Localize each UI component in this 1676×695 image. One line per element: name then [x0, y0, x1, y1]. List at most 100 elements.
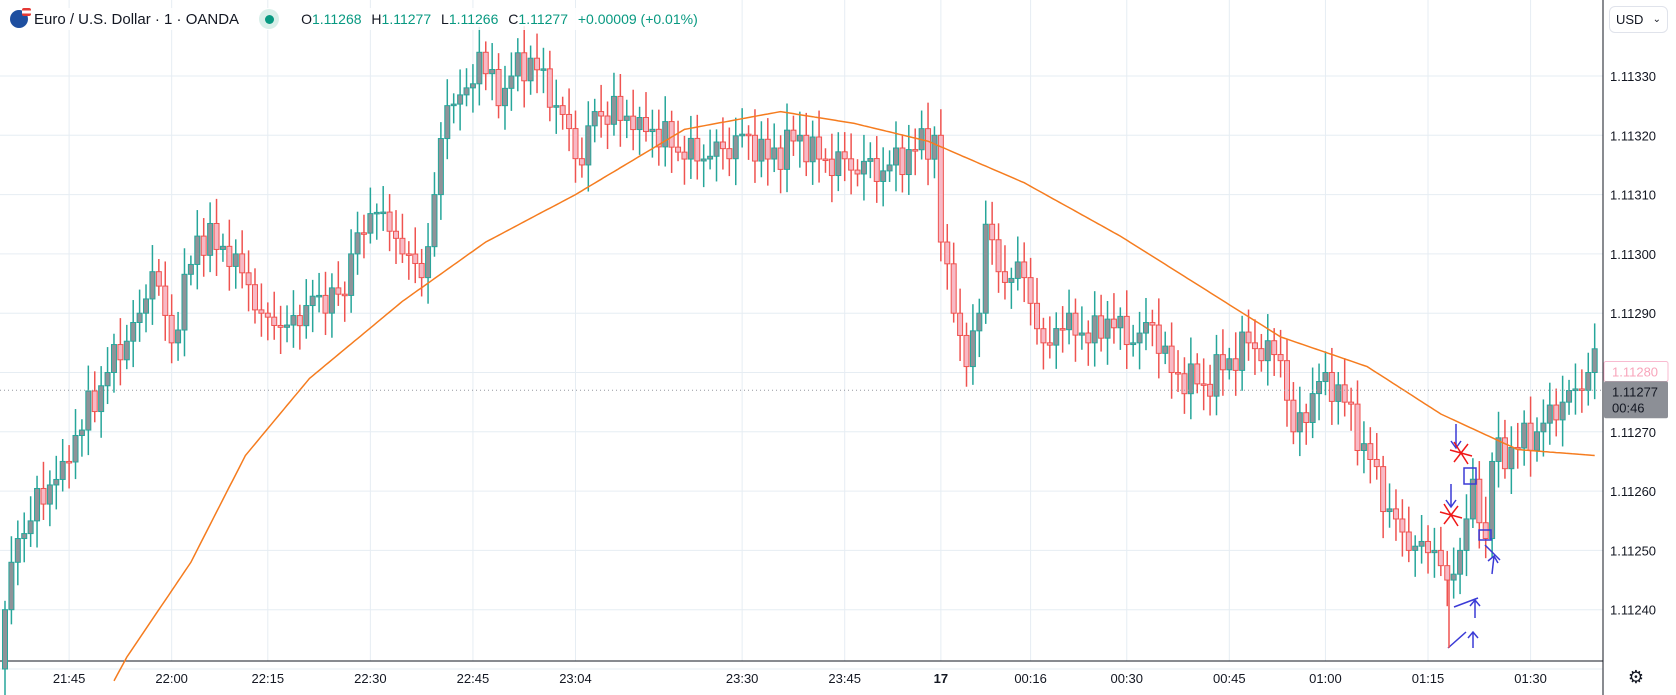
time-tick-label: 22:15	[252, 671, 285, 686]
bear-candle	[117, 344, 124, 361]
bull-candle	[53, 478, 60, 486]
bull-candle	[181, 273, 188, 331]
time-tick-label: 23:30	[726, 671, 759, 686]
bull-candle	[149, 271, 156, 300]
bull-candle	[175, 329, 182, 344]
bull-candle	[636, 117, 643, 131]
bear-candle	[957, 312, 964, 336]
bull-candle	[892, 147, 899, 166]
arrow-up-icon	[1453, 597, 1481, 618]
bear-candle	[566, 113, 573, 130]
asterisk-marker-icon	[1449, 441, 1473, 465]
bull-candle	[1585, 372, 1592, 391]
bull-candle	[1469, 478, 1476, 520]
last-price-box	[1604, 381, 1668, 419]
price-tick-label: 1.11250	[1610, 543, 1656, 558]
bull-candle	[784, 129, 791, 170]
bear-candle	[1578, 388, 1585, 391]
bull-candle	[1136, 332, 1143, 344]
symbol-title[interactable]: Euro / U.S. Dollar · 1 · OANDA	[34, 10, 240, 28]
bull-candle	[489, 68, 496, 75]
gear-icon[interactable]: ⚙	[1627, 667, 1645, 687]
time-tick-label: 01:30	[1514, 671, 1547, 686]
bear-candle	[1034, 302, 1041, 330]
price-tick-label: 1.11240	[1610, 603, 1656, 618]
bear-candle	[277, 324, 284, 328]
bear-candle	[1149, 322, 1156, 326]
bear-candle	[386, 211, 393, 232]
bear-candle	[213, 222, 220, 250]
bear-candle	[200, 235, 207, 256]
bull-candle	[1142, 322, 1149, 334]
bull-candle	[1591, 348, 1598, 373]
bull-candle	[527, 57, 534, 82]
time-tick-label: 22:30	[354, 671, 387, 686]
time-tick-label: 01:15	[1412, 671, 1445, 686]
bull-candle	[284, 324, 291, 328]
bull-candle	[835, 151, 842, 177]
bear-candle	[495, 68, 502, 107]
last-price-label: 1.11277	[1612, 384, 1658, 399]
bull-candle	[982, 223, 989, 314]
bear-candle	[534, 57, 541, 71]
bear-candle	[828, 158, 835, 177]
bull-candle	[437, 138, 444, 196]
bear-candle	[168, 314, 175, 344]
bear-candle	[1271, 340, 1278, 356]
bear-candle	[790, 129, 797, 142]
high-marker-label: 1.11280	[1612, 365, 1658, 380]
bull-candle	[1463, 518, 1470, 551]
bull-candle	[2, 609, 8, 670]
currency-value: USD	[1616, 12, 1644, 27]
bull-candle	[1572, 388, 1579, 392]
close-label: C	[508, 11, 519, 27]
bull-candle	[72, 435, 79, 463]
bull-candle	[303, 305, 310, 327]
bull-candle	[98, 385, 105, 413]
bear-candle	[226, 245, 233, 267]
bear-candle	[1284, 360, 1290, 401]
bull-candle	[739, 133, 746, 137]
bull-candle	[309, 295, 316, 307]
bull-candle	[354, 232, 361, 255]
change-value: +0.00009 (+0.01%)	[577, 11, 698, 27]
bull-candle	[591, 111, 598, 127]
bull-candle	[1213, 354, 1220, 397]
bear-candle	[681, 151, 688, 160]
bull-candle	[610, 95, 617, 125]
bear-candle	[66, 460, 73, 464]
bear-candle	[360, 232, 367, 235]
bear-candle	[1168, 345, 1175, 373]
bull-candle	[1489, 460, 1496, 540]
price-tick-label: 1.11310	[1610, 188, 1656, 203]
bear-candle	[848, 158, 855, 171]
bear-candle	[251, 284, 258, 311]
bear-candle	[617, 95, 624, 121]
time-tick-label: 00:16	[1014, 671, 1047, 686]
time-tick-label: 17	[934, 671, 948, 686]
time-tick-label: 23:45	[828, 671, 861, 686]
open-label: O	[301, 11, 312, 27]
bear-candle	[873, 158, 880, 182]
bear-candle	[1501, 437, 1508, 470]
bull-candle	[27, 520, 34, 535]
bear-candle	[1373, 458, 1380, 468]
bull-candle	[1296, 412, 1303, 433]
bear-candle	[1046, 342, 1053, 346]
bear-candle	[694, 137, 701, 162]
currency-select[interactable]: USD ⌄	[1609, 6, 1668, 33]
bear-candle	[1367, 443, 1374, 460]
bear-candle	[1181, 373, 1188, 395]
bull-candle	[713, 141, 720, 157]
bull-candle	[1559, 401, 1566, 421]
bull-candle	[123, 340, 130, 361]
bear-candle	[751, 134, 758, 162]
bear-candle	[803, 134, 810, 163]
bear-candle	[578, 158, 585, 166]
bear-candle	[1399, 518, 1406, 533]
bear-candle	[1001, 271, 1008, 283]
bull-candle	[46, 484, 53, 505]
bear-candle	[40, 487, 47, 505]
bear-candle	[1085, 332, 1092, 344]
